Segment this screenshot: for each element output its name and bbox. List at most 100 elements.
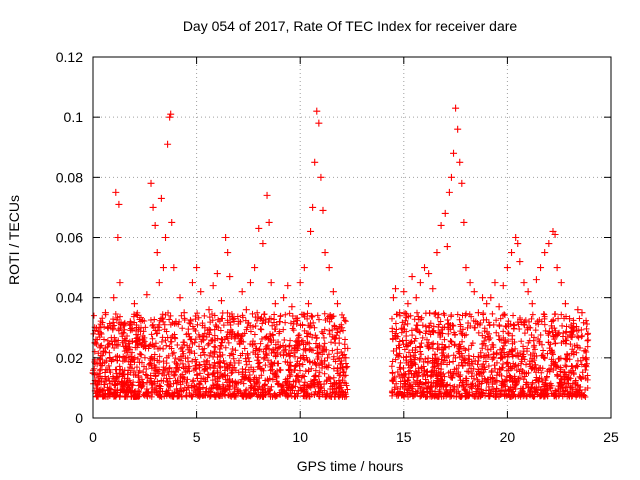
data-band-point bbox=[226, 352, 233, 359]
data-band-point bbox=[400, 392, 407, 399]
data-band-point bbox=[424, 393, 431, 400]
data-point bbox=[433, 249, 441, 257]
data-band-point bbox=[448, 339, 455, 346]
data-band-point bbox=[186, 368, 193, 375]
data-band-point bbox=[407, 339, 414, 346]
data-band-point bbox=[250, 390, 257, 397]
data-band-point bbox=[336, 372, 343, 379]
data-point bbox=[188, 279, 196, 287]
data-band-point bbox=[524, 324, 531, 331]
data-band-point bbox=[129, 325, 136, 332]
data-band-point bbox=[133, 322, 140, 329]
data-band-point bbox=[174, 377, 181, 384]
data-band-point bbox=[515, 375, 522, 382]
data-band-point bbox=[170, 349, 177, 356]
data-band-point bbox=[106, 385, 113, 392]
data-band-point bbox=[445, 320, 452, 327]
data-band-point bbox=[584, 385, 591, 392]
data-band-point bbox=[485, 383, 492, 390]
data-band-point bbox=[579, 369, 586, 376]
data-band-point bbox=[578, 361, 585, 368]
data-band-point bbox=[258, 326, 265, 333]
data-point bbox=[275, 318, 283, 326]
data-band-point bbox=[96, 388, 103, 395]
data-point bbox=[429, 285, 437, 293]
data-band-point bbox=[390, 377, 397, 384]
data-point bbox=[466, 279, 474, 287]
data-band-point bbox=[176, 356, 183, 363]
data-band-point bbox=[252, 347, 259, 354]
data-band-point bbox=[249, 310, 256, 317]
data-band-point bbox=[493, 329, 500, 336]
data-band-point bbox=[389, 377, 396, 384]
data-band-point bbox=[164, 369, 171, 376]
y-tick-label: 0.04 bbox=[56, 290, 83, 306]
data-band-point bbox=[112, 382, 119, 389]
data-band-point bbox=[285, 367, 292, 374]
y-tick-label: 0.12 bbox=[56, 49, 83, 65]
data-band-point bbox=[159, 316, 166, 323]
data-band-point bbox=[259, 320, 266, 327]
data-band-point bbox=[558, 339, 565, 346]
data-point bbox=[166, 113, 174, 121]
data-band-point bbox=[463, 375, 470, 382]
data-band-point bbox=[553, 388, 560, 395]
data-band-point bbox=[239, 312, 246, 319]
data-band-point bbox=[432, 309, 439, 316]
data-band-point bbox=[133, 364, 140, 371]
data-band-point bbox=[217, 342, 224, 349]
data-band-point bbox=[201, 345, 208, 352]
data-band-point bbox=[446, 359, 453, 366]
x-tick-label: 0 bbox=[89, 429, 97, 445]
data-band-point bbox=[254, 309, 261, 316]
data-point bbox=[392, 285, 400, 293]
data-band-point bbox=[533, 389, 540, 396]
data-band-point bbox=[205, 371, 212, 378]
data-band-point bbox=[468, 381, 475, 388]
y-tick-label: 0 bbox=[75, 410, 83, 426]
data-band-point bbox=[119, 371, 126, 378]
data-band-point bbox=[211, 393, 218, 400]
data-band-point bbox=[248, 382, 255, 389]
data-point bbox=[184, 330, 192, 338]
data-band-point bbox=[454, 311, 461, 318]
data-band-point bbox=[577, 374, 584, 381]
data-band-point bbox=[106, 340, 113, 347]
data-band-point bbox=[192, 389, 199, 396]
data-band-point bbox=[95, 328, 102, 335]
data-band-point bbox=[239, 366, 246, 373]
data-point bbox=[213, 270, 221, 278]
data-band-point bbox=[544, 373, 551, 380]
data-band-point bbox=[217, 327, 224, 334]
data-band-point bbox=[531, 346, 538, 353]
data-point bbox=[307, 227, 315, 235]
data-band-point bbox=[115, 327, 122, 334]
x-axis-title: GPS time / hours bbox=[297, 458, 404, 474]
data-band-point bbox=[391, 332, 398, 339]
data-band-point bbox=[131, 354, 138, 361]
data-band-point bbox=[478, 369, 485, 376]
data-band-point bbox=[552, 340, 559, 347]
data-band-point bbox=[238, 376, 245, 383]
data-band-point bbox=[172, 335, 179, 342]
data-band-point bbox=[231, 335, 238, 342]
data-band-point bbox=[330, 374, 337, 381]
data-band-point bbox=[547, 385, 554, 392]
data-band-point bbox=[145, 361, 152, 368]
data-band-point bbox=[97, 329, 104, 336]
data-band-point bbox=[584, 331, 591, 338]
data-band-point bbox=[336, 384, 343, 391]
data-band-point bbox=[552, 331, 559, 338]
data-band-point bbox=[429, 392, 436, 399]
data-band-point bbox=[212, 344, 219, 351]
data-point bbox=[487, 294, 495, 302]
data-band-point bbox=[463, 331, 470, 338]
data-point bbox=[309, 203, 317, 211]
data-band-point bbox=[225, 339, 232, 346]
data-band-point bbox=[561, 315, 568, 322]
data-band-point bbox=[325, 364, 332, 371]
data-band-point bbox=[105, 362, 112, 369]
data-band-point bbox=[394, 352, 401, 359]
data-band-point bbox=[105, 375, 112, 382]
data-band-point bbox=[167, 380, 174, 387]
